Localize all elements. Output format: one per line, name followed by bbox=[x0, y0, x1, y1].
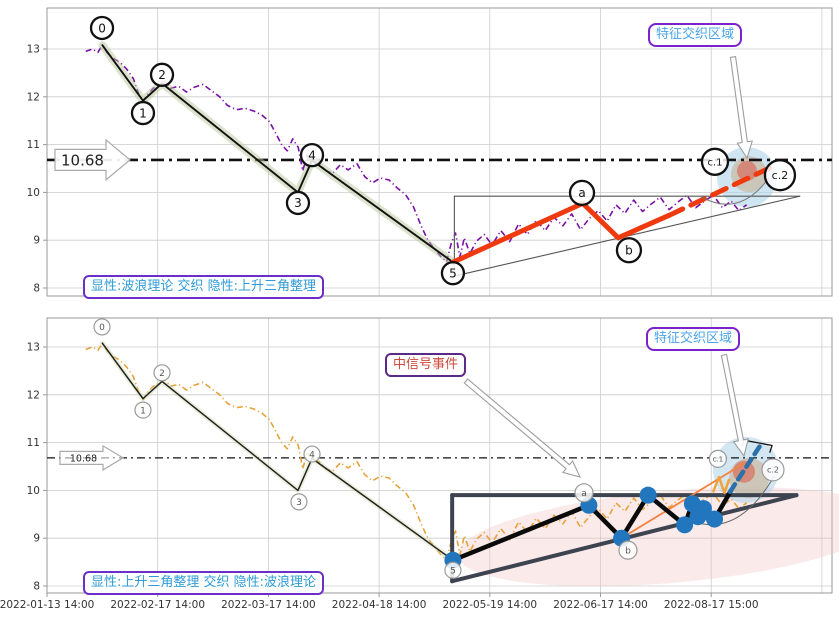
x-tick-label: 2022-05-19 14:00 bbox=[442, 599, 537, 611]
top-panel-caption: 显性:波浪理论 交织 隐性:上升三角整理 bbox=[83, 275, 325, 299]
y-tick-label: 9 bbox=[33, 235, 40, 247]
plot-border bbox=[46, 7, 833, 297]
marker-label: c.2 bbox=[767, 466, 779, 475]
hidden-c-zigzag bbox=[712, 475, 731, 495]
wave-marker-4: 4 bbox=[299, 142, 325, 168]
vertex-dot bbox=[639, 486, 657, 504]
threshold-tag bbox=[59, 444, 125, 471]
x-tick-label: 2022-06-17 14:00 bbox=[553, 599, 648, 611]
marker-label: 4 bbox=[309, 450, 315, 460]
price-series bbox=[85, 44, 748, 263]
marker-label: 2 bbox=[159, 369, 165, 379]
feature-zone-label-top: 特征交织区域 bbox=[648, 23, 743, 47]
wave-marker-2: 2 bbox=[149, 62, 175, 87]
wave-0-5 bbox=[101, 342, 454, 561]
x-tick-label: 2022-03-17 14:00 bbox=[221, 599, 316, 611]
wave-marker-b: b bbox=[618, 540, 638, 560]
marker-label: 2 bbox=[158, 68, 166, 82]
bottom-panel-caption: 显性:上升三角整理 交织 隐性:波浪理论 bbox=[83, 571, 325, 595]
marker-label: 0 bbox=[99, 323, 105, 333]
marker-label: 1 bbox=[139, 106, 147, 120]
y-tick-label: 11 bbox=[27, 437, 40, 449]
wave-marker-3: 3 bbox=[285, 190, 311, 216]
wave-marker-0: 0 bbox=[93, 318, 111, 336]
y-tick-label: 12 bbox=[27, 91, 40, 103]
threshold-tag bbox=[54, 138, 131, 182]
marker-label: 3 bbox=[296, 498, 302, 508]
y-tick-label: 12 bbox=[27, 389, 40, 401]
x-tick-label: 2022-01-13 14:00 bbox=[0, 599, 94, 611]
wave-marker-1: 1 bbox=[134, 401, 152, 419]
wave-marker-3: 3 bbox=[290, 493, 308, 511]
highlight-blob bbox=[457, 487, 839, 587]
x-tick-label: 2022-04-18 14:00 bbox=[332, 599, 427, 611]
y-tick-label: 13 bbox=[27, 44, 40, 56]
y-tick-label: 11 bbox=[27, 139, 40, 151]
threshold-value: 10.68 bbox=[70, 453, 97, 464]
wave-marker-c.2: c.2 bbox=[763, 159, 797, 192]
abc-wave-dashed bbox=[666, 161, 781, 218]
wave-marker-c.1: c.1 bbox=[708, 449, 728, 468]
y-tick-label: 10 bbox=[27, 485, 40, 497]
marker-label: c.2 bbox=[772, 169, 789, 182]
y-tick-label: 8 bbox=[33, 581, 40, 593]
callout-arrow bbox=[463, 378, 581, 478]
x-tick-label: 2022-08-17 15:00 bbox=[664, 599, 759, 611]
marker-label: b bbox=[625, 546, 631, 556]
marker-label: 5 bbox=[450, 566, 456, 576]
y-tick-label: 10 bbox=[27, 187, 40, 199]
wave-marker-4: 4 bbox=[303, 445, 321, 463]
marker-label: a bbox=[578, 186, 585, 200]
wave-0-5 bbox=[101, 44, 454, 264]
highlight-blob bbox=[736, 160, 757, 181]
callout-arrow bbox=[729, 56, 754, 160]
marker-label: c.1 bbox=[707, 157, 722, 168]
price-series bbox=[85, 342, 748, 561]
wave-marker-b: b bbox=[615, 237, 643, 264]
signal-event-label: 中信号事件 bbox=[385, 353, 467, 377]
threshold-value: 10.68 bbox=[61, 151, 104, 169]
wave-marker-2: 2 bbox=[153, 364, 171, 382]
marker-label: 3 bbox=[294, 196, 302, 210]
wave-marker-1: 1 bbox=[130, 100, 156, 126]
connector-arc bbox=[699, 177, 770, 205]
wave-marker-a: a bbox=[568, 179, 596, 207]
wave-marker-5: 5 bbox=[440, 261, 466, 286]
hidden-c-wave bbox=[620, 462, 746, 540]
y-tick-label: 9 bbox=[33, 533, 40, 545]
feature-zone-label-bottom: 特征交织区域 bbox=[646, 327, 741, 351]
marker-label: b bbox=[625, 244, 633, 258]
marker-label: a bbox=[581, 489, 587, 499]
y-tick-label: 13 bbox=[27, 342, 40, 354]
callout-arrow bbox=[720, 353, 749, 458]
x-tick-label: 2022-02-17 14:00 bbox=[110, 599, 205, 611]
y-tick-label: 8 bbox=[33, 283, 40, 295]
wave-marker-a: a bbox=[574, 483, 594, 503]
wave-marker-5: 5 bbox=[444, 561, 462, 579]
gridlines bbox=[46, 8, 832, 296]
breakout-dashed bbox=[727, 440, 765, 495]
vertex-dot bbox=[694, 500, 712, 518]
marker-label: 4 bbox=[308, 148, 316, 162]
wave-marker-c.1: c.1 bbox=[700, 147, 730, 176]
marker-label: 5 bbox=[449, 267, 457, 281]
marker-label: c.1 bbox=[713, 455, 724, 463]
plot-border bbox=[46, 317, 833, 594]
marker-label: 1 bbox=[140, 406, 146, 416]
abc-wave-solid bbox=[450, 200, 672, 265]
vertex-dot bbox=[706, 510, 724, 528]
wave-marker-0: 0 bbox=[89, 15, 115, 41]
wave-marker-c.2: c.2 bbox=[761, 458, 785, 482]
marker-label: 0 bbox=[98, 21, 106, 35]
vertex-dot bbox=[676, 516, 694, 534]
